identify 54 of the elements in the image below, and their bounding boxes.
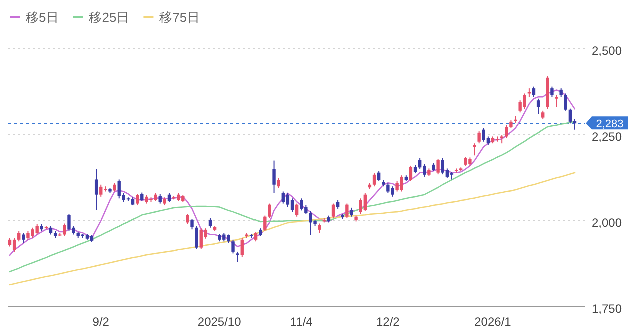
candlestick — [190, 218, 194, 230]
candlestick — [532, 86, 536, 98]
candlestick — [22, 232, 26, 244]
line-series — [9, 90, 576, 256]
y-tick-label: 2,250 — [592, 130, 622, 144]
candlestick — [18, 230, 21, 242]
candlestick — [346, 203, 349, 219]
candlestick — [268, 203, 272, 219]
x-tick-label: 11/4 — [290, 315, 314, 329]
candlestick — [505, 124, 508, 139]
x-tick-label: 2026/1 — [474, 315, 512, 329]
legend-label: 移75日 — [160, 10, 200, 25]
x-tick-label: 9/2 — [92, 315, 110, 329]
candlestick — [186, 214, 190, 225]
candlestick — [290, 198, 294, 213]
legend-label: 移25日 — [89, 10, 130, 25]
candlestick — [364, 192, 367, 212]
candlestick — [436, 158, 440, 176]
candlestick — [409, 165, 413, 182]
x-tick-label: 2025/10 — [198, 315, 242, 329]
candlestick — [208, 218, 212, 228]
candlestick — [12, 238, 16, 252]
candlestick — [332, 203, 336, 219]
candlestick — [550, 86, 554, 98]
candlestick — [232, 239, 235, 254]
candlestick — [372, 173, 376, 188]
candlestick — [555, 94, 558, 108]
y-tick-label: 1,750 — [592, 302, 622, 316]
candlestick — [63, 223, 66, 237]
y-tick-label: 2,500 — [592, 44, 622, 58]
candlestick — [286, 192, 290, 208]
candlestick — [564, 93, 568, 112]
candlestick — [277, 178, 280, 189]
ref-line-label: 2,283 — [596, 118, 624, 131]
candlestick — [236, 251, 240, 263]
candlestick — [158, 194, 162, 204]
candlestick — [195, 226, 198, 250]
x-tick-label: 12/2 — [376, 315, 400, 329]
candlestick — [318, 223, 322, 234]
candlestick — [272, 160, 276, 194]
line-series — [9, 172, 576, 286]
candlestick — [254, 232, 258, 242]
candlestick — [240, 238, 244, 258]
candlestick — [473, 143, 476, 156]
candlestick — [377, 170, 381, 182]
y-tick-label: 2,000 — [592, 216, 622, 230]
candlestick — [536, 98, 540, 115]
candlestick — [136, 194, 140, 206]
candlestick — [568, 108, 572, 124]
legend-label: 移5日 — [26, 10, 60, 25]
candlestick — [264, 215, 267, 232]
candlestick — [94, 168, 98, 210]
candlestick — [295, 203, 299, 218]
candlestick — [478, 131, 481, 144]
